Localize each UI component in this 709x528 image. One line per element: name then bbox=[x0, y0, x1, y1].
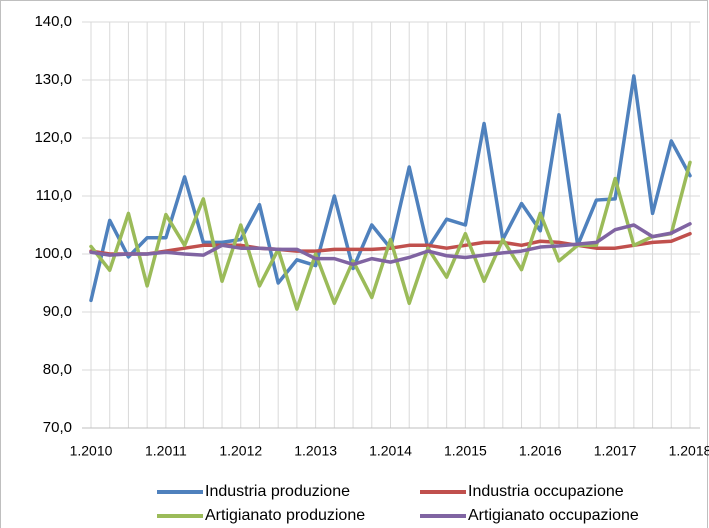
y-tick-label: 130,0 bbox=[34, 71, 72, 88]
y-tick-label: 70,0 bbox=[43, 419, 72, 436]
x-tick-label: 1.2016 bbox=[519, 443, 562, 459]
x-tick-label: 1.2018 bbox=[669, 443, 709, 459]
legend-label: Industria occupazione bbox=[468, 483, 624, 500]
legend-label: Artigianato occupazione bbox=[468, 507, 639, 524]
y-tick-label: 100,0 bbox=[34, 245, 72, 262]
x-tick-label: 1.2014 bbox=[369, 443, 412, 459]
series-line bbox=[89, 231, 692, 256]
y-tick-label: 140,0 bbox=[34, 13, 72, 30]
legend-label: Industria produzione bbox=[205, 483, 350, 500]
x-tick-label: 1.2010 bbox=[70, 443, 113, 459]
x-tick-label: 1.2013 bbox=[294, 443, 337, 459]
y-tick-label: 80,0 bbox=[43, 361, 72, 378]
y-tick-label: 110,0 bbox=[36, 187, 72, 204]
x-tick-label: 1.2015 bbox=[444, 443, 487, 459]
y-tick-label: 120,0 bbox=[34, 129, 72, 146]
x-tick-label: 1.2017 bbox=[594, 443, 637, 459]
x-tick-label: 1.2011 bbox=[145, 443, 187, 459]
x-tick-label: 1.2012 bbox=[219, 443, 262, 459]
series-line bbox=[89, 222, 692, 267]
y-tick-label: 90,0 bbox=[43, 303, 72, 320]
legend-label: Artigianato produzione bbox=[205, 507, 365, 524]
series-line bbox=[89, 160, 692, 311]
